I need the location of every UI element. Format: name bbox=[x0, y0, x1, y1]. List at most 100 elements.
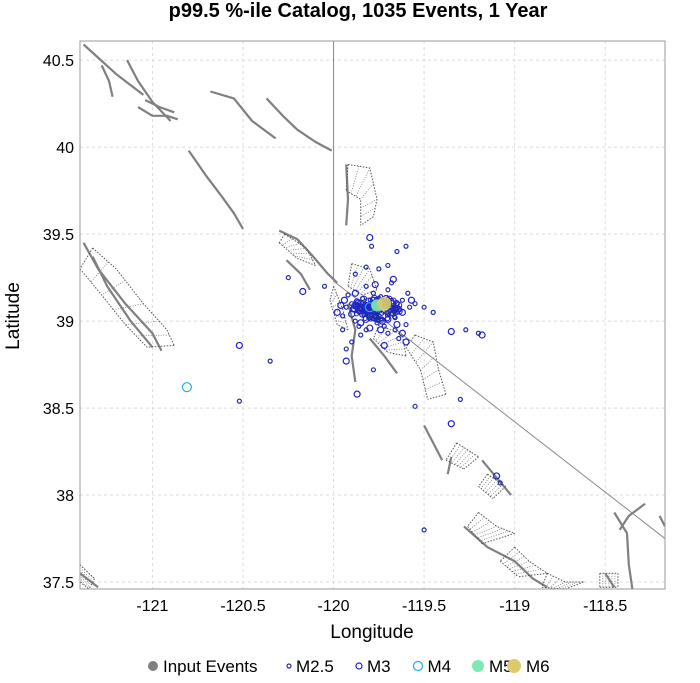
legend-label: Input Events bbox=[163, 657, 258, 676]
event-point-m3 bbox=[299, 287, 307, 296]
fault-line bbox=[144, 99, 175, 114]
event-point-m3 bbox=[351, 289, 359, 297]
event-point-m3 bbox=[340, 296, 349, 304]
fault-line bbox=[187, 149, 223, 197]
fault-line bbox=[80, 572, 99, 589]
event-point-m3 bbox=[337, 301, 345, 310]
fault-line bbox=[265, 97, 333, 152]
y-tick-label: 38.5 bbox=[43, 401, 74, 418]
legend-label: M4 bbox=[428, 657, 452, 676]
fault-block bbox=[80, 564, 95, 589]
legend-item: M3 bbox=[355, 657, 391, 676]
fault-line bbox=[368, 337, 398, 374]
legend-marker bbox=[472, 660, 484, 672]
event-point-m25 bbox=[421, 304, 427, 310]
event-point-m3 bbox=[478, 331, 486, 339]
event-point-m25 bbox=[321, 283, 328, 289]
event-point-m25 bbox=[370, 367, 377, 373]
y-axis-label: Latitude bbox=[3, 282, 24, 350]
legend-label: M5 bbox=[489, 657, 513, 676]
fault-blocks bbox=[80, 164, 619, 589]
fault-block bbox=[347, 263, 378, 296]
event-point-m25 bbox=[340, 313, 346, 319]
event-point-m3 bbox=[353, 390, 361, 398]
event-point-m25 bbox=[363, 264, 369, 270]
fault-block bbox=[80, 247, 175, 348]
y-tick-label: 40 bbox=[56, 140, 74, 157]
event-point-m3 bbox=[393, 320, 401, 329]
event-point-m3 bbox=[389, 275, 397, 283]
event-point-m3 bbox=[366, 233, 374, 242]
fault-block bbox=[445, 442, 479, 470]
event-point-m3 bbox=[371, 280, 379, 289]
event-point-m3 bbox=[378, 317, 387, 325]
event-point-m25 bbox=[394, 248, 400, 255]
fault-block bbox=[329, 286, 349, 331]
event-point-m25 bbox=[403, 321, 409, 328]
event-point-m25 bbox=[412, 403, 418, 409]
x-tick-label: -120.5 bbox=[220, 598, 265, 615]
event-point-m3 bbox=[342, 357, 350, 365]
x-tick-label: -120 bbox=[318, 598, 350, 615]
event-point-m25 bbox=[352, 271, 358, 277]
event-point-m25 bbox=[340, 327, 346, 333]
legend-item: M4 bbox=[412, 657, 452, 676]
legend-marker bbox=[507, 659, 521, 673]
fault-line bbox=[658, 515, 665, 527]
fault-line bbox=[82, 43, 145, 96]
event-point-m3 bbox=[380, 341, 388, 350]
event-point-m25 bbox=[374, 320, 380, 326]
event-point-m25 bbox=[403, 243, 409, 249]
event-point-m25 bbox=[385, 287, 391, 293]
y-tick-label: 40.5 bbox=[43, 53, 74, 70]
event-point-m25 bbox=[475, 330, 482, 336]
fault-line bbox=[423, 424, 444, 461]
x-tick-label: -119.5 bbox=[402, 598, 446, 615]
event-point-m25 bbox=[285, 274, 291, 281]
plot-frame bbox=[79, 40, 666, 590]
legend-marker bbox=[286, 663, 292, 669]
event-point-m3 bbox=[333, 308, 341, 316]
event-point-m25 bbox=[396, 335, 402, 342]
fault-block bbox=[345, 164, 378, 226]
y-tick-label: 39 bbox=[56, 314, 74, 331]
fault-line bbox=[345, 164, 350, 226]
y-tick-label: 37.5 bbox=[43, 575, 74, 592]
event-point-m3 bbox=[357, 319, 365, 327]
event-point-m3 bbox=[447, 420, 455, 428]
event-point-m25 bbox=[359, 295, 366, 302]
reference-lines bbox=[333, 41, 665, 539]
event-point-m25 bbox=[363, 283, 369, 289]
event-point-m6 bbox=[377, 296, 392, 311]
event-point-m25 bbox=[349, 301, 355, 307]
event-point bbox=[385, 311, 391, 317]
y-tick-label: 38 bbox=[56, 488, 74, 505]
event-point-m25 bbox=[430, 309, 436, 315]
event-point-m25 bbox=[363, 327, 369, 333]
fault-line bbox=[481, 459, 512, 496]
legend-item: M5 bbox=[472, 657, 513, 676]
fault-line bbox=[210, 90, 277, 140]
event-point-m3 bbox=[362, 307, 370, 315]
x-tick-label: -118.5 bbox=[583, 598, 627, 615]
fault-line bbox=[604, 572, 616, 588]
fault-line bbox=[618, 502, 646, 531]
fault-line bbox=[220, 195, 244, 230]
event-point-m3 bbox=[402, 338, 410, 346]
fault-line bbox=[613, 511, 634, 589]
chart-title: p99.5 %-ile Catalog, 1035 Events, 1 Year bbox=[169, 0, 548, 22]
x-axis-label: Longitude bbox=[330, 622, 413, 643]
x-tick-label: -119 bbox=[499, 598, 530, 615]
event-point-m3 bbox=[391, 305, 399, 313]
fault-block bbox=[478, 473, 506, 499]
event-point-m25 bbox=[349, 339, 355, 345]
legend-label: M3 bbox=[367, 657, 391, 676]
event-point-m25 bbox=[392, 315, 398, 321]
event-point-m25 bbox=[352, 318, 358, 324]
event-point-m25 bbox=[421, 527, 427, 533]
legend-label: M6 bbox=[526, 657, 550, 676]
fault-line bbox=[285, 259, 311, 291]
event-point-m25 bbox=[385, 262, 391, 269]
fault-block bbox=[541, 572, 584, 589]
